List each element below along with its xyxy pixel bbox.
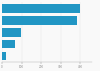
Bar [2,40,15,48]
Bar [2,28,21,37]
Bar [2,16,77,25]
Bar [2,4,80,13]
Bar [2,52,6,60]
